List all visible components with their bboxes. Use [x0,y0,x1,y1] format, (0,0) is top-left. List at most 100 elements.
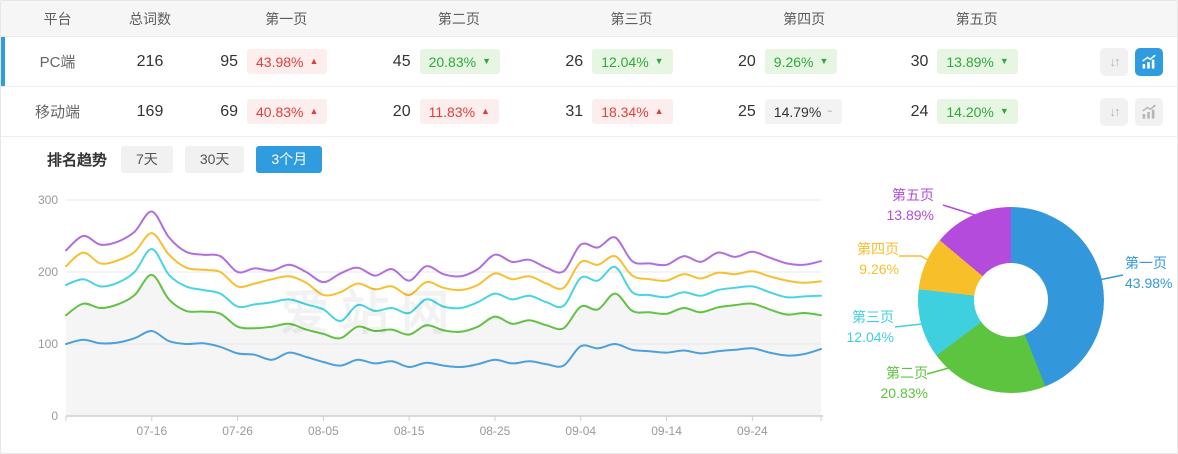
pie-label-percent: 9.26% [859,261,899,277]
pie-label-percent: 12.04% [846,329,894,345]
col-header-page4: 第四页 [783,10,826,27]
pie-label-name: 第五页 [892,187,934,203]
pie-label-name: 第一页 [1125,255,1167,271]
page5-cell: 24 14.20% ▼ [890,99,1063,124]
col-header-platform: 平台 [43,10,72,27]
pie-label-page4: 第四页 9.26% [831,239,899,279]
percent-value: 12.04% [601,53,649,70]
svg-text:08-25: 08-25 [480,424,511,438]
trend-arrow-icon: ▼ [654,56,664,66]
page2-cell: 45 20.83% ▼ [373,49,546,74]
pie-label-percent: 20.83% [880,385,928,401]
tab-7days[interactable]: 7天 [121,145,173,173]
table-header-row: 平台 总词数 第一页 第二页 第三页 第四页 第五页 [1,1,1177,37]
row-actions: ↓↑ [1063,97,1163,126]
trend-arrow-icon: ▼ [999,106,1009,116]
page1-percent-badge: 40.83% ▲ [247,99,328,124]
svg-text:08-15: 08-15 [394,424,425,438]
donut-hole [974,263,1048,337]
percent-value: 20.83% [428,53,477,70]
page2-cell: 20 11.83% ▲ [373,99,546,124]
page1-count: 95 [220,52,238,70]
page3-cell: 26 12.04% ▼ [545,49,718,74]
page5-percent-badge: 13.89% ▼ [937,49,1018,74]
page2-percent-badge: 20.83% ▼ [419,49,500,74]
charts-section: 0 100 200 300 07-16 07-26 08-05 08-15 08-25 09-04… [1,181,1177,443]
percent-value: 18.34% [601,103,649,120]
pie-label-page1: 第一页 43.98% [1125,253,1172,293]
svg-text:100: 100 [38,337,58,351]
pie-label-name: 第三页 [852,309,894,325]
page1-cell: 95 43.98% ▲ [200,49,373,74]
selected-row-indicator [1,87,5,136]
page4-percent-badge: 14.79% − [764,99,842,124]
donut-chart[interactable] [918,207,1104,393]
selected-row-indicator [1,37,5,86]
col-header-total: 总词数 [129,10,171,27]
pie-label-name: 第二页 [886,365,928,381]
percent-value: 14.79% [773,103,822,120]
row-actions: ↓↑ [1063,47,1163,76]
trend-chart-button[interactable] [1135,47,1163,76]
col-header-page2: 第二页 [437,10,480,27]
platform-name: 移动端 [34,104,80,121]
page5-count: 24 [910,102,929,120]
page1-cell: 69 40.83% ▲ [200,99,373,124]
trend-arrow-icon: ▲ [481,106,490,116]
page4-count: 20 [738,52,756,70]
page2-percent-badge: 11.83% ▲ [419,99,499,124]
page2-count: 20 [392,102,411,120]
page-distribution-pie: 第五页 13.89% 第四页 9.26% 第三页 12.04% 第二页 20.8… [831,181,1177,443]
trend-arrow-icon: ▼ [819,56,829,66]
page5-count: 30 [910,52,929,70]
trend-title: 排名趋势 [47,151,108,169]
percent-value: 9.26% [773,53,814,70]
svg-text:09-04: 09-04 [565,424,596,438]
trend-arrow-icon: ▲ [309,106,319,116]
col-header-page1: 第一页 [265,10,308,27]
svg-text:09-14: 09-14 [651,424,682,438]
percent-value: 43.98% [256,53,304,70]
col-header-page5: 第五页 [955,10,998,27]
trend-arrow-icon: ▲ [309,56,319,66]
trend-arrow-icon: ▼ [482,56,491,66]
pie-label-page2: 第二页 20.83% [858,363,928,403]
pie-label-page3: 第三页 12.04% [831,307,894,347]
svg-text:08-05: 08-05 [308,424,339,438]
trend-arrow-icon: ▼ [999,56,1009,66]
total-words: 216 [136,52,164,70]
pie-label-percent: 43.98% [1125,275,1173,291]
trend-line-chart: 0 100 200 300 07-16 07-26 08-05 08-15 08-25 09-04… [31,181,831,443]
page4-percent-badge: 9.26% ▼ [764,49,838,74]
percent-value: 14.20% [946,103,994,120]
pie-label-page5: 第五页 13.89% [864,185,934,225]
bar-chart-icon [1142,104,1156,119]
svg-text:0: 0 [51,409,58,423]
pie-label-name: 第四页 [857,241,899,257]
tab-3months[interactable]: 3个月 [256,145,323,173]
svg-text:200: 200 [38,265,58,279]
trend-toolbar: 排名趋势 7天 30天 3个月 [1,143,1177,175]
sort-button[interactable]: ↓↑ [1100,47,1128,76]
page5-cell: 30 13.89% ▼ [890,49,1063,74]
percent-value: 11.83% [428,103,476,120]
trend-chart-button[interactable] [1135,97,1163,126]
tab-30days[interactable]: 30天 [184,145,245,173]
page3-percent-badge: 12.04% ▼ [592,49,673,74]
sort-button[interactable]: ↓↑ [1100,97,1128,126]
table-row-pc[interactable]: PC端 216 95 43.98% ▲ 45 20.83% ▼ 26 12.0 [1,37,1177,87]
trend-chart-canvas: 0 100 200 300 07-16 07-26 08-05 08-15 08-25 09-04… [38,193,823,438]
page1-count: 69 [220,102,238,120]
page3-percent-badge: 18.34% ▲ [592,99,673,124]
platform-name: PC端 [39,54,76,71]
svg-text:09-24: 09-24 [737,424,768,438]
sort-arrows-icon: ↓↑ [1109,54,1121,69]
page1-percent-badge: 43.98% ▲ [247,49,328,74]
page4-cell: 25 14.79% − [718,99,891,124]
table-row-mobile[interactable]: 移动端 169 69 40.83% ▲ 20 11.83% ▲ 31 18.3 [1,87,1177,137]
percent-value: 40.83% [256,103,304,120]
page4-count: 25 [738,102,756,120]
svg-text:07-26: 07-26 [222,424,253,438]
page3-count: 26 [565,52,584,70]
